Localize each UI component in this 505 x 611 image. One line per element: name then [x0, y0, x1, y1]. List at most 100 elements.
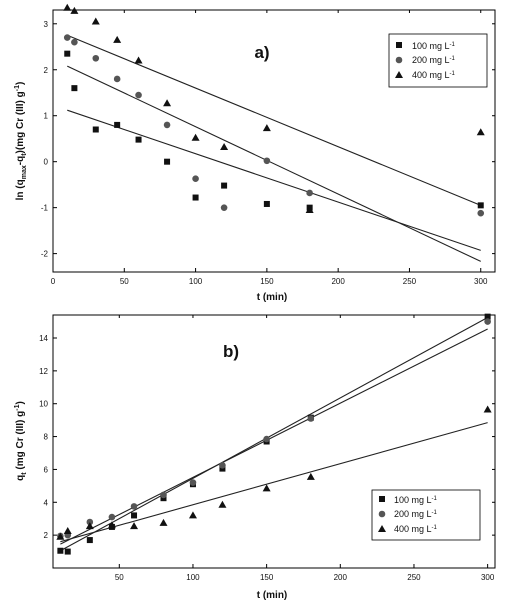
a-point-400-1: [70, 6, 79, 14]
a-point-400-6: [191, 133, 200, 141]
a-point-400-8: [262, 124, 271, 132]
b-point-400-5: [159, 518, 168, 526]
panel-a-y-axis-title: ln (qmax-qt)(mg Cr (III) g-1): [14, 82, 28, 201]
b-point-400-8: [262, 484, 271, 492]
b-x-tick-label-250: 250: [407, 573, 421, 582]
b-point-200-5: [160, 491, 167, 499]
b-y-tick-label-14: 14: [39, 334, 48, 343]
a-point-200-0: [63, 34, 71, 41]
a-point-400-5: [163, 99, 172, 107]
panel-a-fit-lines: [67, 34, 481, 262]
b-point-200-10: [484, 318, 491, 325]
b-point-400-2: [85, 522, 94, 530]
legend-a-marker-100: [396, 42, 402, 48]
legend-b-marker-200: [378, 510, 386, 518]
a-point-100-4: [135, 136, 142, 143]
a-point-200-5: [163, 121, 171, 129]
b-y-tick-label-8: 8: [44, 433, 49, 442]
legend-b-label-400: 400 mg L-1: [394, 524, 438, 534]
b-x-tick-label-300: 300: [481, 573, 495, 582]
b-y-tick-label-10: 10: [39, 400, 48, 409]
legend-a-marker-400: [395, 71, 403, 78]
a-point-100-0: [64, 50, 71, 57]
a-x-tick-label-100: 100: [189, 277, 203, 286]
a-x-tick-label-250: 250: [403, 277, 417, 286]
legend-a-marker-200: [395, 56, 403, 64]
a-point-400-7: [220, 142, 229, 150]
panel-b-data-points: [56, 313, 492, 555]
b-point-400-1: [63, 527, 72, 535]
a-point-400-4: [134, 56, 143, 64]
panel-b-x-axis-title: t (min): [257, 590, 288, 601]
b-point-200-2: [86, 518, 94, 526]
a-y-tick-label-3: 3: [44, 20, 49, 29]
b-point-200-7: [219, 462, 226, 469]
a-point-200-8: [263, 157, 271, 165]
panel-b-chart: 50 100 150 200 250 300 2 4 6 8 10 12 14 b) 100 mg L-…: [14, 313, 496, 601]
a-point-400-3: [113, 35, 122, 43]
b-x-tick-label-50: 50: [115, 573, 124, 582]
b-point-200-9: [307, 415, 315, 422]
b-point-100-4: [131, 512, 138, 519]
panel-a-legend-box: [388, 33, 488, 88]
panel-b-y-axis-title: qt (mg Cr (III) g-1): [14, 401, 28, 481]
a-point-400-0: [63, 3, 72, 11]
a-fit-line-400: [67, 34, 481, 206]
panel-a-legend: 100 mg L-1 200 mg L-1 400 mg L-1: [388, 33, 488, 88]
a-point-100-7: [221, 182, 228, 189]
b-point-100-1: [64, 548, 71, 555]
b-point-100-2: [86, 537, 93, 544]
legend-b-label-100: 100 mg L-1: [394, 495, 438, 505]
panel-a-data-points: [63, 3, 485, 217]
a-point-200-4: [135, 91, 142, 99]
panel-b-label: b): [223, 342, 239, 361]
a-point-400-9: [305, 205, 314, 213]
a-y-tick-label-1: 1: [44, 112, 49, 121]
b-point-100-0: [57, 547, 64, 554]
a-point-200-6: [192, 175, 199, 182]
b-point-100-10: [484, 313, 491, 320]
b-point-400-3: [107, 521, 116, 529]
b-fit-line-100: [60, 316, 488, 552]
b-y-tick-label-6: 6: [44, 465, 49, 474]
b-point-400-0: [56, 532, 65, 540]
a-y-tick-label-2: 2: [44, 66, 49, 75]
a-point-100-8: [263, 200, 270, 207]
a-y-tick-label-0: 0: [44, 158, 49, 167]
b-fit-line-400: [60, 422, 488, 543]
b-x-tick-label-150: 150: [260, 573, 274, 582]
b-point-200-8: [263, 435, 270, 443]
panel-a-label: a): [254, 43, 269, 62]
a-point-100-10: [477, 202, 484, 209]
a-x-tick-label-0: 0: [51, 277, 56, 286]
a-x-tick-label-50: 50: [120, 277, 129, 286]
b-point-400-7: [218, 500, 227, 508]
b-point-400-10: [483, 405, 492, 413]
b-point-400-9: [306, 472, 315, 480]
a-point-100-1: [71, 85, 78, 92]
a-point-200-7: [220, 204, 228, 211]
b-point-400-6: [188, 511, 197, 519]
a-point-400-2: [91, 17, 100, 25]
b-point-200-3: [108, 513, 116, 521]
b-x-tick-label-200: 200: [334, 573, 348, 582]
b-y-tick-label-12: 12: [39, 367, 48, 376]
a-point-400-10: [476, 128, 485, 136]
a-point-200-3: [113, 75, 121, 83]
legend-b-marker-100: [379, 496, 385, 502]
panel-b-axes: 50 100 150 200 250 300 2 4 6 8 10 12 14: [39, 315, 495, 582]
panel-b-legend-box: [371, 489, 481, 541]
a-fit-line-200: [67, 65, 481, 262]
panel-a-chart: 0 50 100 150 200 250 300 -2 -1 0 1 2 3 a) 100 mg L-1…: [14, 3, 496, 303]
b-y-tick-label-4: 4: [44, 498, 49, 507]
a-point-100-3: [114, 121, 121, 128]
a-point-100-5: [164, 158, 171, 165]
a-point-200-1: [71, 38, 78, 46]
a-fit-line-100: [67, 109, 481, 251]
a-point-100-6: [192, 194, 199, 201]
b-x-tick-label-100: 100: [186, 573, 200, 582]
legend-a-label-400: 400 mg L-1: [412, 70, 456, 80]
a-x-tick-label-150: 150: [260, 277, 274, 286]
a-point-200-10: [477, 209, 485, 217]
